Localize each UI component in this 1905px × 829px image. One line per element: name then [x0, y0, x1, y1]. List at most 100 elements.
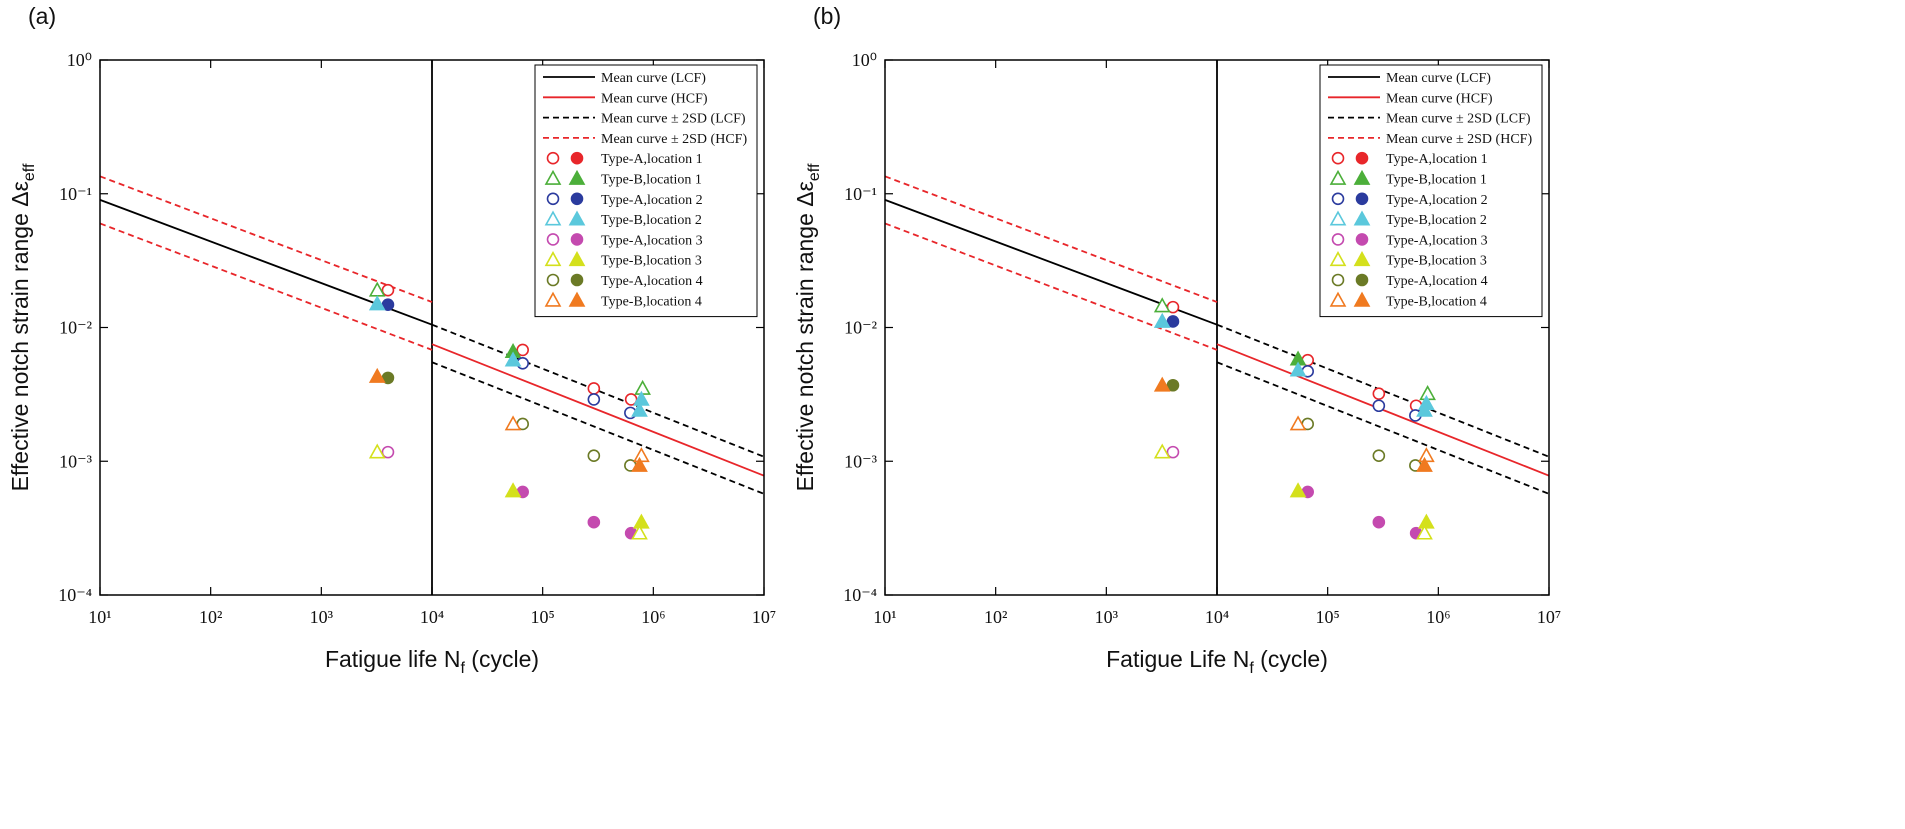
legend-label: Mean curve (LCF) [601, 71, 706, 86]
y-tick-label: 10⁰ [67, 50, 92, 70]
legend-marker [1353, 251, 1371, 267]
y-axis-label: Effective notch strain range Δεeff [7, 163, 38, 491]
point [1153, 297, 1171, 313]
x-axis-label-after: (cycle) [1254, 646, 1328, 672]
x-tick-label: 10³ [310, 607, 334, 627]
point [587, 382, 601, 395]
point [516, 343, 529, 357]
y-tick-label: 10⁻² [59, 318, 92, 338]
point [1372, 449, 1386, 463]
legend-marker [544, 210, 562, 226]
point [1153, 443, 1171, 459]
legend-marker [546, 192, 560, 206]
panel: (b) 10¹ 10² 10³ 10⁴ 10⁵ 10⁶ 10⁷ 10⁻⁴ 10⁻³ 10⁻² 10⁻¹… [792, 3, 1561, 677]
curve [884, 175, 1218, 351]
legend-label: Type-B,location 1 [601, 173, 702, 188]
legend-marker [568, 291, 586, 307]
legend-marker [1331, 233, 1345, 246]
legend-marker [1329, 210, 1347, 226]
legend-marker [1353, 169, 1371, 185]
legend-label: Type-A,location 1 [601, 152, 703, 167]
point [368, 443, 386, 459]
legend-marker [544, 291, 562, 307]
point [504, 415, 522, 431]
point [1153, 312, 1171, 328]
legend-label: Mean curve (LCF) [1386, 71, 1491, 86]
point [1418, 513, 1435, 529]
legend-label: Type-A,location 3 [601, 233, 703, 248]
point [1166, 378, 1180, 392]
point [1153, 376, 1171, 392]
legend-marker [1329, 291, 1347, 307]
y-tick-label: 10⁻¹ [59, 184, 92, 204]
x-axis-label: Fatigue Life Nf (cycle) [1106, 646, 1328, 677]
point [633, 447, 650, 463]
y-tick-label: 10⁻² [844, 318, 877, 338]
point [1372, 515, 1386, 529]
legend-marker [1355, 192, 1369, 206]
x-axis-label-text: Fatigue life N [325, 646, 461, 672]
point [587, 393, 601, 406]
legend-label: Type-B,location 3 [601, 254, 702, 269]
legend-label: Type-A,location 4 [601, 274, 703, 289]
x-axis-label-after: (cycle) [465, 646, 539, 672]
legend-marker [1329, 169, 1347, 185]
legend-label: Mean curve ± 2SD (HCF) [1386, 132, 1532, 147]
point [1289, 415, 1307, 431]
x-axis-label-sub: f [1249, 660, 1254, 677]
legend-label: Mean curve (HCF) [601, 91, 708, 106]
x-tick-label: 10¹ [88, 607, 111, 627]
point [1416, 456, 1433, 472]
legend-marker [568, 251, 586, 267]
y-tick-label: 10⁻³ [844, 451, 878, 471]
legend-marker [568, 169, 586, 185]
x-tick-label: 10⁶ [641, 607, 665, 627]
legend-label: Type-A,location 2 [601, 193, 703, 208]
legend-label: Mean curve ± 2SD (LCF) [1386, 112, 1531, 127]
point [1416, 524, 1433, 540]
curve [99, 175, 433, 351]
legend-label: Type-A,location 3 [1386, 233, 1488, 248]
legend-label: Type-A,location 4 [1386, 274, 1488, 289]
legend-marker [1331, 192, 1345, 206]
point [1416, 401, 1433, 417]
legend-label: Type-A,location 2 [1386, 193, 1488, 208]
legend-marker [1355, 151, 1369, 165]
legend-label: Type-A,location 1 [1386, 152, 1488, 167]
x-tick-label: 10⁷ [1537, 607, 1561, 627]
point [1166, 445, 1180, 459]
point [634, 379, 651, 395]
legend-marker [1353, 210, 1371, 226]
x-tick-label: 10⁴ [420, 607, 444, 627]
point [633, 513, 650, 529]
point [587, 449, 601, 463]
point [1372, 399, 1386, 413]
panel-label: (a) [28, 3, 56, 29]
point [631, 456, 648, 472]
point [587, 515, 601, 529]
x-tick-label: 10² [984, 607, 1007, 627]
legend-marker [1331, 273, 1345, 287]
legend-marker [570, 192, 584, 206]
legend-marker [1355, 273, 1369, 287]
x-tick-label: 10⁵ [531, 607, 555, 627]
legend-marker [1353, 291, 1371, 307]
plot-frame [884, 59, 1550, 596]
legend-marker [570, 151, 584, 165]
legend-label: Mean curve ± 2SD (HCF) [601, 132, 747, 147]
point [1372, 387, 1386, 400]
point [631, 524, 648, 540]
point [1289, 482, 1307, 498]
legend-label: Type-B,location 4 [1386, 294, 1487, 309]
x-tick-label: 10⁶ [1426, 607, 1450, 627]
y-axis-label-text: Effective notch strain range Δε [792, 181, 818, 491]
point [368, 367, 386, 383]
legend-box [1319, 64, 1543, 318]
x-axis-label-sub: f [460, 660, 465, 677]
y-axis-label: Effective notch strain range Δεeff [792, 163, 823, 491]
point [504, 482, 522, 498]
y-axis-label-sub: eff [21, 163, 38, 181]
panel-label: (b) [813, 3, 841, 29]
legend-label: Type-B,location 3 [1386, 254, 1487, 269]
